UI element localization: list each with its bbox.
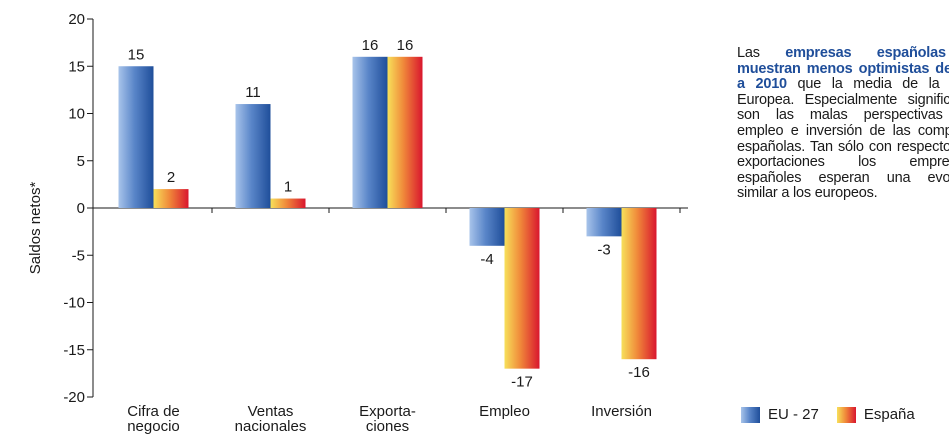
bar-es [504,208,540,369]
data-label-es: 1 [284,179,292,196]
category-label: Inversión [591,403,652,420]
commentary-text: Las empresas españolas se muestran menos… [737,45,949,202]
y-tick-label: 15 [68,58,85,75]
legend: EU - 27 España [741,406,933,423]
category-label: nacionales [235,418,307,435]
y-tick-label: 10 [68,106,85,123]
category-label: Empleo [479,403,530,420]
data-label-es: -17 [511,374,533,391]
bar-es [387,56,423,208]
y-tick-label: 0 [77,200,85,217]
commentary-highlight: empresas españolas se muestran menos opt… [737,45,949,93]
y-axis-label: Saldos netos* [27,182,44,275]
category-label: Cifra de [127,403,180,420]
data-label-eu: 16 [362,37,379,54]
data-label-eu: -4 [480,251,493,268]
legend-item-eu: EU - 27 [741,406,819,423]
data-label-eu: 11 [245,84,261,101]
legend-swatch-es [836,406,856,423]
data-label-es: 2 [167,169,175,186]
data-label-es: -16 [628,364,650,381]
legend-item-es: España [836,406,915,423]
data-label-eu: 15 [128,46,145,63]
bar-es [153,189,189,208]
bar-es [270,198,306,208]
legend-label-es: España [863,406,915,423]
category-label: Ventas [248,403,294,420]
bar-eu [469,208,505,246]
data-label-es: 16 [397,37,414,54]
category-label: ciones [366,418,409,435]
y-tick-label: 20 [68,11,85,28]
bar-eu [586,208,622,237]
bar-eu [118,66,154,208]
category-label: negocio [127,418,180,435]
data-label-eu: -3 [597,241,610,258]
bars [118,56,657,369]
bar-eu [352,56,388,208]
legend-swatch-eu [741,406,760,423]
y-tick-label: -5 [72,247,85,264]
legend-label-eu: EU - 27 [768,406,819,423]
bar-es [621,208,657,360]
y-tick-label: 5 [77,153,85,170]
y-tick-label: -15 [63,342,85,359]
y-tick-label: -10 [63,295,85,312]
commentary-body: que la media de la Unión Europea. Especi… [737,76,949,202]
category-label: Exporta- [359,403,416,420]
bar-eu [235,104,271,208]
commentary-intro: Las [737,45,786,61]
y-tick-label: -20 [63,389,85,406]
